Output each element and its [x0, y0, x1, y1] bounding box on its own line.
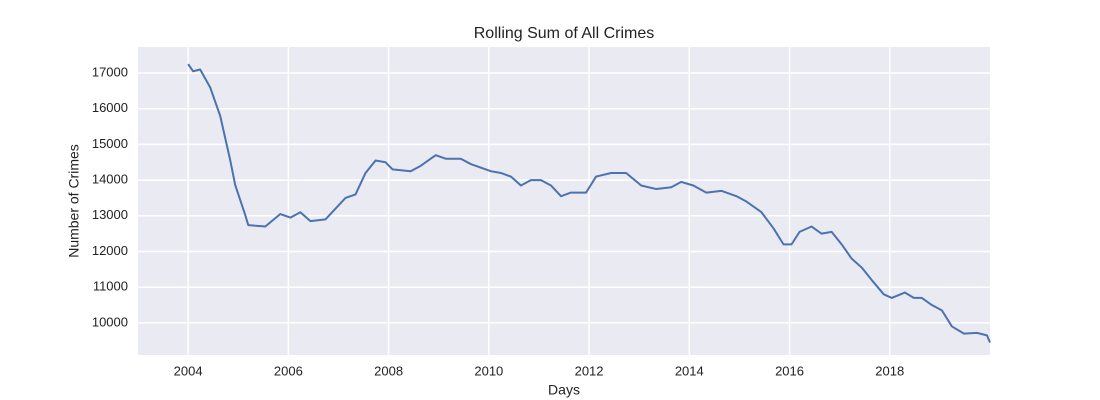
x-tick-label: 2016	[775, 363, 804, 378]
data-line	[187, 63, 991, 343]
y-tick-label: 10000	[92, 314, 128, 329]
y-tick-label: 12000	[92, 243, 128, 258]
y-tick-label: 14000	[92, 172, 128, 187]
x-tick-label: 2014	[675, 363, 704, 378]
chart-title: Rolling Sum of All Crimes	[474, 25, 655, 42]
x-tick-label: 2018	[875, 363, 904, 378]
y-tick-label: 16000	[92, 100, 128, 115]
y-tick-label: 13000	[92, 207, 128, 222]
x-tick-label: 2012	[575, 363, 604, 378]
x-tick-label: 2006	[274, 363, 303, 378]
y-tick-label: 17000	[92, 64, 128, 79]
y-axis-label: Number of Crimes	[66, 144, 82, 258]
y-tick-label: 15000	[92, 136, 128, 151]
x-tick-label: 2010	[474, 363, 503, 378]
y-tick-label: 11000	[93, 279, 128, 294]
x-axis-label: Days	[548, 382, 580, 398]
x-tick-label: 2004	[174, 363, 203, 378]
x-tick-label: 2008	[374, 363, 403, 378]
plot-area	[138, 47, 990, 355]
